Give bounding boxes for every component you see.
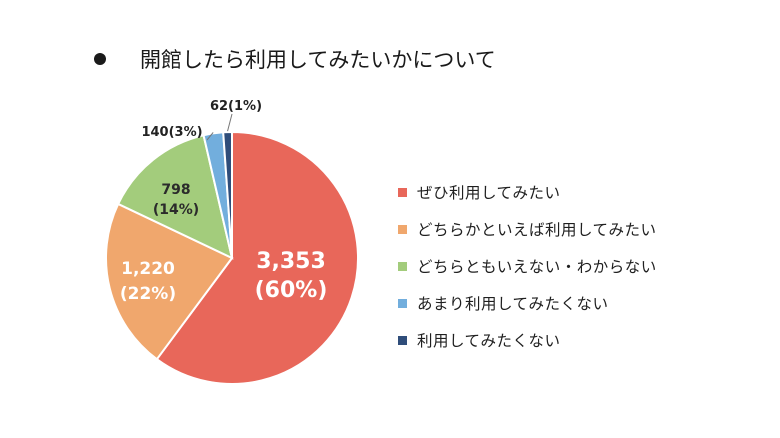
slice-value-label-3: 798	[161, 182, 190, 198]
slice-percent-label-2: (22%)	[120, 284, 176, 304]
slice-value-label-1: 3,353	[256, 249, 326, 274]
title-bullet-icon	[94, 53, 106, 65]
pie-slice-3	[116, 134, 234, 260]
legend-label-5: 利用してみたくない	[417, 332, 561, 350]
slice-value-label-2: 1,220	[121, 259, 175, 279]
legend-label-2: どちらかといえば利用してみたい	[417, 221, 657, 239]
legend-swatch-2	[398, 225, 407, 234]
legend: ぜひ利用してみたいどちらかといえば利用してみたいどちらともいえない・わからないあ…	[398, 184, 657, 350]
chart-title: 開館したら利用してみたいかについて	[140, 48, 496, 72]
legend-swatch-1	[398, 188, 407, 197]
leader-line-4	[206, 132, 214, 141]
slice-percent-label-3: (14%)	[153, 202, 199, 218]
pie-slice-2	[105, 202, 234, 361]
slice-callout-label-5: 62(1%)	[210, 99, 262, 114]
legend-label-1: ぜひ利用してみたい	[417, 184, 561, 202]
slice-callout-label-4: 140(3%)	[141, 125, 202, 140]
legend-label-3: どちらともいえない・わからない	[417, 258, 657, 276]
pie-slices	[105, 130, 359, 385]
pie-slice-5	[222, 130, 233, 259]
slice-labels: 3,353 (60%) 1,220 (22%) 798 (14%) 140(3%) 62(1%…	[120, 99, 328, 304]
pie-slice-1	[155, 130, 359, 385]
legend-swatch-3	[398, 262, 407, 271]
slice-percent-label-1: (60%)	[255, 278, 328, 303]
legend-label-4: あまり利用してみたくない	[417, 295, 609, 313]
legend-swatch-5	[398, 336, 407, 345]
leader-line-5	[227, 113, 233, 132]
legend-swatch-4	[398, 299, 407, 308]
